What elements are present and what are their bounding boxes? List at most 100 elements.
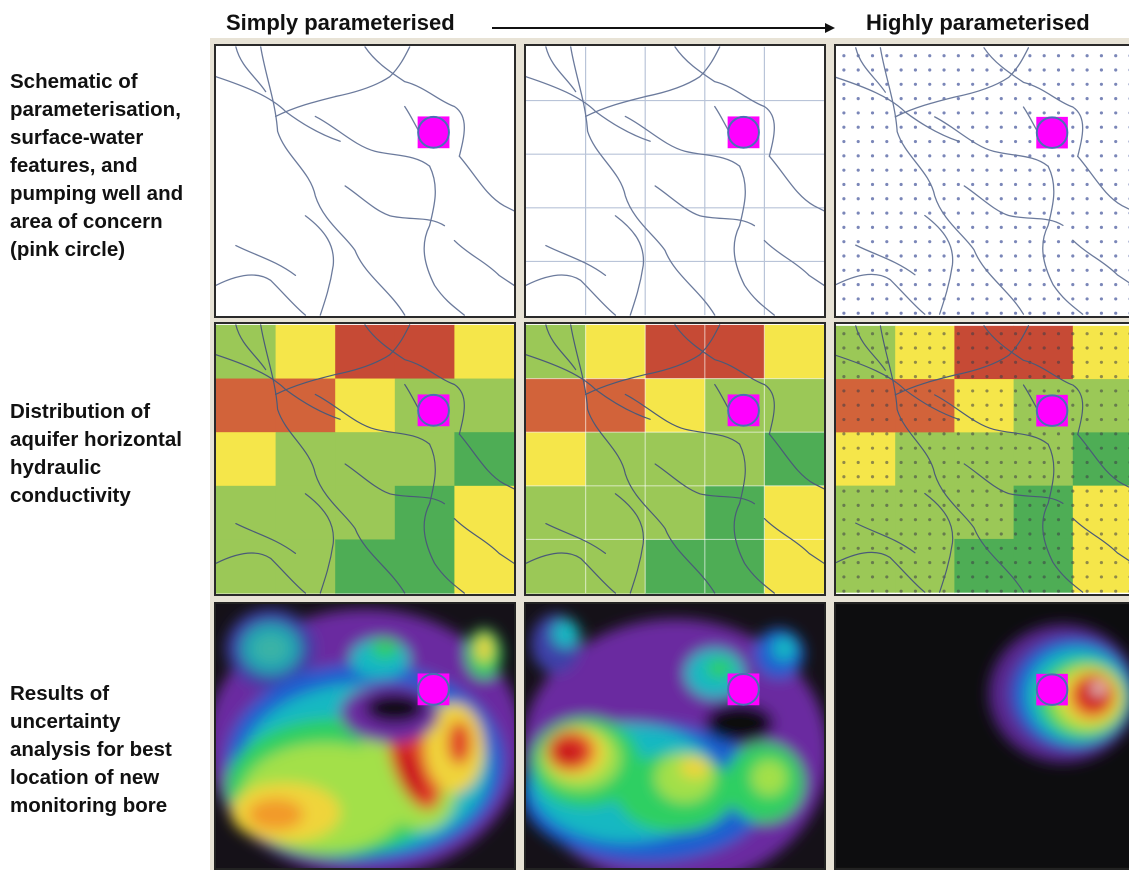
river-line: [235, 46, 267, 93]
pilot-point-dot: [870, 375, 875, 379]
pilot-point-dot: [956, 254, 960, 258]
pilot-point-dot: [1114, 54, 1118, 58]
pilot-point-dot: [870, 460, 875, 465]
pilot-point-dot: [956, 197, 960, 201]
uncertainty-blob: [247, 798, 304, 831]
pilot-point-dot: [870, 168, 875, 172]
pilot-point-dot: [842, 211, 846, 215]
pilot-point-dot: [1028, 475, 1032, 479]
conductivity-cell: [585, 378, 646, 433]
conductivity-cell: [335, 324, 396, 380]
pilot-point-dot: [928, 332, 932, 336]
pilot-point-dot: [913, 375, 918, 379]
pilot-point-dot: [856, 240, 860, 244]
row-label-line: conductivity: [10, 484, 131, 507]
pilot-point-dot: [985, 111, 989, 115]
panel-background: [216, 46, 514, 316]
pilot-point-dot: [1114, 211, 1118, 215]
pilot-point-dot: [956, 68, 960, 72]
pilot-point-dot: [1099, 403, 1103, 407]
pilot-point-dot: [971, 97, 975, 101]
pilot-point-dot: [942, 82, 946, 86]
river-line: [963, 463, 1064, 504]
river-line: [274, 46, 411, 118]
pilot-point-dot: [1042, 197, 1046, 201]
pilot-point-dot: [1056, 268, 1061, 272]
pilot-point-dot: [928, 532, 932, 536]
river-line: [654, 463, 756, 505]
pilot-point-dot: [1056, 460, 1061, 465]
pilot-point-dot: [999, 168, 1003, 172]
pilot-point-dot: [1028, 54, 1032, 58]
pilot-point-dot: [985, 561, 989, 565]
pilot-point-dot: [956, 268, 960, 272]
pilot-point-dot: [942, 389, 946, 393]
pilot-point-dot: [899, 254, 903, 258]
pilot-point-dot: [842, 575, 846, 579]
pilot-point-dot: [999, 54, 1003, 58]
pilot-point-dot: [1071, 268, 1075, 272]
pilot-point-dot: [971, 489, 975, 493]
uncertainty-blob: [772, 636, 797, 661]
pilot-point-dot: [999, 111, 1003, 115]
pilot-point-dot: [971, 297, 975, 301]
pilot-point-dot: [1085, 432, 1089, 436]
pilot-point-dot: [842, 432, 846, 436]
pilot-point-dot: [1042, 360, 1046, 364]
pilot-point-dot: [1028, 375, 1032, 379]
pilot-point-dot: [1013, 225, 1018, 229]
pilot-point-dot: [899, 432, 903, 436]
pilot-point-dot: [956, 589, 960, 593]
pilot-point-dot: [1028, 297, 1032, 301]
pilot-point-dot: [899, 332, 903, 336]
pilot-point-dot: [928, 297, 932, 301]
pilot-point-dot: [899, 268, 903, 272]
pilot-point-dot: [1071, 225, 1075, 229]
pilot-point-dot: [885, 417, 889, 422]
pilot-point-dot: [885, 225, 889, 229]
pilot-point-dot: [1099, 417, 1103, 422]
pilot-point-dot: [985, 54, 989, 58]
pilot-point-dot: [856, 254, 860, 258]
pilot-point-dot: [942, 518, 946, 522]
pilot-point-dot: [1042, 168, 1046, 172]
pilot-point-dot: [842, 82, 846, 86]
pilot-point-dot: [842, 168, 846, 172]
conductivity-cell: [275, 432, 336, 487]
conductivity-cell: [454, 539, 514, 594]
river-line: [275, 324, 411, 396]
pilot-point-dot: [870, 489, 875, 493]
pilot-point-dot: [1042, 311, 1046, 315]
pilot-point-dot: [899, 168, 903, 172]
pilot-point-dot: [1056, 254, 1061, 258]
pilot-point-dot: [856, 417, 860, 422]
conductivity-cell: [216, 378, 277, 433]
pilot-point-dot: [985, 489, 989, 493]
pilot-point-dot: [1028, 403, 1032, 407]
pilot-point-dot: [1013, 297, 1018, 301]
panel-schematic-medium: [524, 44, 826, 318]
pilot-point-dot: [842, 254, 846, 258]
pilot-point-dot: [856, 197, 860, 201]
pilot-point-dot: [928, 68, 932, 72]
pilot-point-dot: [1085, 518, 1089, 522]
pilot-point-dot: [928, 139, 932, 144]
pilot-point-dot: [1071, 489, 1075, 493]
pilot-point-dot: [1013, 82, 1018, 86]
pilot-point-dot: [870, 268, 875, 272]
pilot-point-dot: [870, 254, 875, 258]
pilot-point-dot: [870, 154, 875, 158]
pilot-point-dot: [899, 225, 903, 229]
pilot-point-dot: [842, 589, 846, 593]
pilot-point-dot: [899, 283, 903, 287]
pilot-point-dot: [885, 389, 889, 393]
pilot-point-dot: [870, 240, 875, 244]
pilot-point-dot: [899, 460, 903, 465]
river-line: [763, 239, 824, 286]
row-label-line: location of new: [10, 766, 160, 789]
pilot-point-dot: [885, 561, 889, 565]
pilot-point-dot: [885, 139, 889, 144]
pilot-point-dot: [842, 111, 846, 115]
pilot-point-dot: [870, 446, 875, 450]
pilot-point-dot: [971, 182, 975, 187]
